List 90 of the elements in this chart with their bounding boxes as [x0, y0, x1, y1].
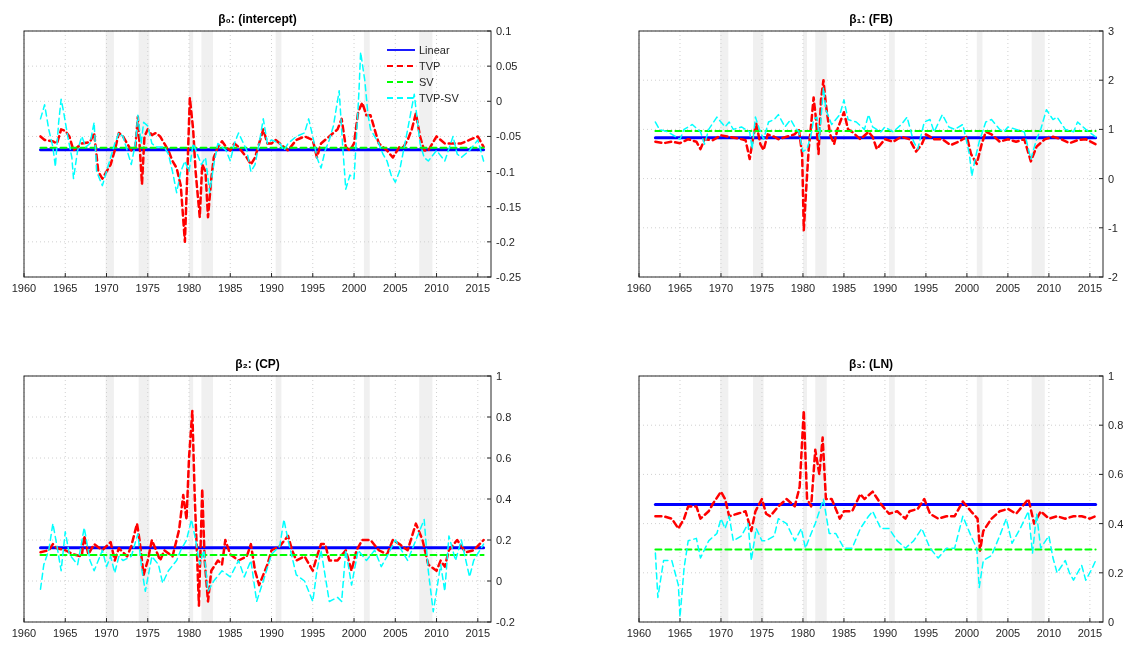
x-tick-label: 1990	[872, 627, 898, 639]
x-tick-label: 1985	[831, 282, 857, 294]
line-series	[654, 409, 1097, 552]
x-tick-label: 1975	[749, 627, 775, 639]
chart-title: β₁: (FB)	[849, 12, 893, 26]
x-tick-label: 1980	[790, 627, 816, 639]
y-tick-label: 0.2	[496, 534, 512, 546]
legend-label: Linear	[419, 44, 450, 56]
x-tick-label: 1985	[218, 627, 243, 639]
y-tick-label: 1	[1108, 370, 1115, 382]
x-tick-label: 1990	[259, 627, 284, 639]
x-tick-label: 2015	[1077, 282, 1103, 294]
x-tick-label: 1970	[708, 282, 734, 294]
x-tick-label: 1995	[300, 627, 326, 639]
line-series	[39, 96, 485, 244]
y-tick-label: 2	[1108, 74, 1115, 87]
x-tick-label: 1995	[913, 627, 939, 639]
x-tick-label: 2005	[995, 627, 1021, 639]
x-tick-label: 2010	[1036, 282, 1062, 294]
chart-title: β₃: (LN)	[848, 357, 894, 371]
x-tick-label: 1980	[176, 282, 202, 294]
y-tick-label: -1	[1108, 221, 1118, 234]
y-tick-label: 0	[496, 95, 503, 108]
y-tick-label: 0.6	[496, 452, 512, 464]
line-series	[39, 518, 485, 613]
line-series	[654, 498, 1097, 618]
y-tick-label: 0	[1108, 616, 1115, 628]
y-tick-label: -2	[1108, 271, 1118, 283]
line-series	[654, 78, 1097, 232]
x-tick-label: 2015	[465, 282, 491, 294]
x-tick-label: 1990	[872, 282, 898, 294]
y-tick-label: 0.2	[1108, 566, 1124, 579]
x-tick-label: 1960	[626, 282, 652, 294]
x-tick-label: 1995	[913, 282, 939, 294]
x-tick-label: 1990	[259, 282, 284, 294]
x-tick-label: 2015	[1077, 627, 1103, 639]
x-tick-label: 1970	[708, 627, 734, 639]
y-tick-label: 0	[496, 575, 503, 587]
x-tick-label: 1975	[749, 282, 775, 294]
legend-label: TVP	[419, 60, 441, 72]
y-tick-label: 0	[1108, 172, 1115, 185]
y-tick-label: 1	[496, 370, 503, 382]
x-tick-label: 1980	[790, 282, 816, 294]
x-tick-label: 1975	[135, 627, 161, 639]
y-tick-label: 0.8	[496, 411, 512, 423]
y-tick-label: 0.4	[1108, 517, 1124, 530]
x-tick-label: 1965	[667, 627, 693, 639]
x-tick-label: 2000	[341, 627, 367, 639]
y-tick-label: -0.15	[496, 200, 522, 213]
line-series	[654, 86, 1097, 177]
x-tick-label: 1960	[626, 627, 652, 639]
x-tick-label: 2005	[995, 282, 1021, 294]
x-tick-label: 1960	[11, 627, 37, 639]
chart-title: β₀: (intercept)	[218, 12, 297, 26]
y-tick-label: -0.25	[496, 271, 522, 283]
x-tick-label: 1965	[53, 282, 78, 294]
x-tick-label: 2010	[424, 282, 449, 294]
x-tick-label: 1970	[94, 282, 119, 294]
x-tick-label: 1995	[300, 282, 326, 294]
y-tick-label: 1	[1108, 123, 1115, 136]
y-tick-label: 0.4	[496, 493, 512, 505]
y-tick-label: -0.1	[496, 165, 515, 178]
legend-label: TVP-SV	[419, 92, 460, 104]
y-tick-label: 0.8	[1108, 419, 1124, 432]
x-tick-label: 1960	[11, 282, 37, 294]
y-tick-label: -0.05	[496, 130, 522, 143]
x-tick-label: 2010	[1036, 627, 1062, 639]
x-tick-label: 2010	[424, 627, 449, 639]
line-series	[39, 409, 485, 607]
x-tick-label: 1975	[135, 282, 161, 294]
chart-title: β₂: (CP)	[235, 357, 280, 371]
y-tick-label: 3	[1108, 25, 1115, 37]
x-tick-label: 2005	[383, 627, 408, 639]
x-tick-label: 1970	[94, 627, 119, 639]
y-tick-label: 0.1	[496, 25, 512, 37]
x-tick-label: 1965	[667, 282, 693, 294]
x-tick-label: 1965	[53, 627, 78, 639]
x-tick-label: 2000	[341, 282, 367, 294]
y-tick-label: -0.2	[496, 616, 515, 628]
x-tick-label: 2000	[954, 282, 980, 294]
x-tick-label: 2000	[954, 627, 980, 639]
x-tick-label: 1980	[176, 627, 202, 639]
x-tick-label: 2015	[465, 627, 491, 639]
x-tick-label: 2005	[383, 282, 408, 294]
y-tick-label: 0.6	[1108, 468, 1124, 481]
legend-label: SV	[419, 76, 435, 88]
y-tick-label: -0.2	[496, 235, 515, 248]
x-tick-label: 1985	[218, 282, 243, 294]
x-tick-label: 1985	[831, 627, 857, 639]
y-tick-label: 0.05	[496, 60, 518, 73]
